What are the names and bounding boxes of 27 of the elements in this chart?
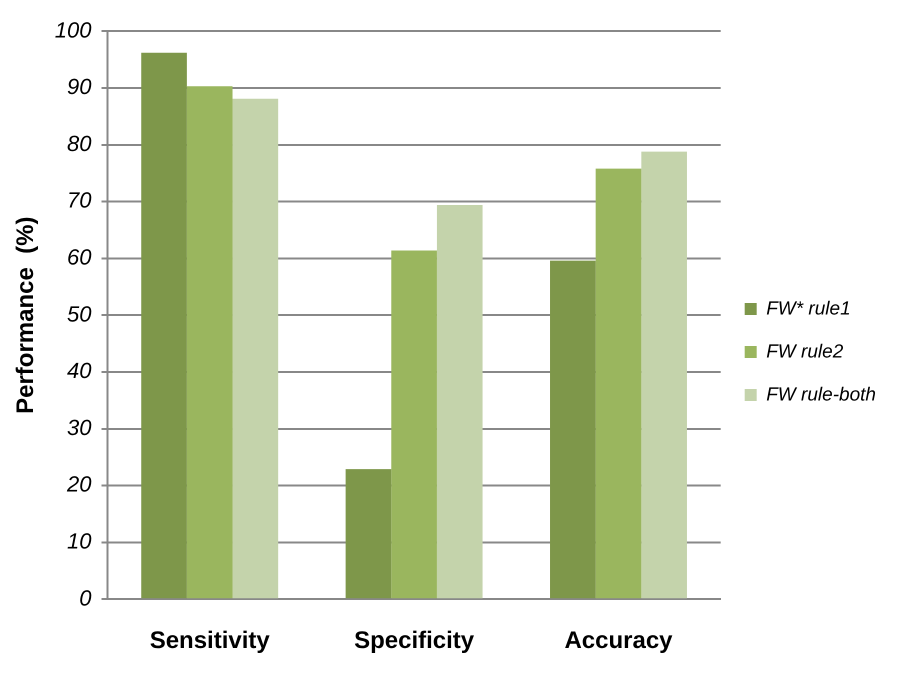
y-tick-label: 50 xyxy=(67,301,92,326)
x-tick-label: Specificity xyxy=(354,627,475,654)
legend-label: FW* rule1 xyxy=(766,298,851,320)
y-tick-label: 60 xyxy=(67,244,92,270)
bar xyxy=(141,52,187,598)
bar xyxy=(436,205,483,598)
y-tick-label: 100 xyxy=(54,17,92,42)
x-tick-label: Sensitivity xyxy=(150,627,270,654)
y-tick-label: 30 xyxy=(67,414,92,440)
bar xyxy=(641,152,687,598)
bar xyxy=(346,469,392,598)
y-tick-label: 20 xyxy=(66,472,92,497)
legend-label: FW rule2 xyxy=(766,341,844,362)
y-tick-label: 80 xyxy=(67,130,92,156)
legend-label: FW rule-both xyxy=(766,384,876,406)
y-tick-label: 40 xyxy=(67,358,92,384)
x-tick-label: Accuracy xyxy=(564,627,674,654)
y-tick-label: 90 xyxy=(67,74,92,100)
bar xyxy=(596,168,642,598)
bar xyxy=(186,86,233,598)
y-tick-label: 0 xyxy=(79,585,92,610)
y-axis-title: Performance (%) xyxy=(12,216,40,414)
bar xyxy=(391,250,437,598)
bar xyxy=(232,98,278,598)
y-tick-label: 10 xyxy=(67,528,92,554)
y-tick-label: 70 xyxy=(67,188,92,213)
bar xyxy=(550,260,596,598)
